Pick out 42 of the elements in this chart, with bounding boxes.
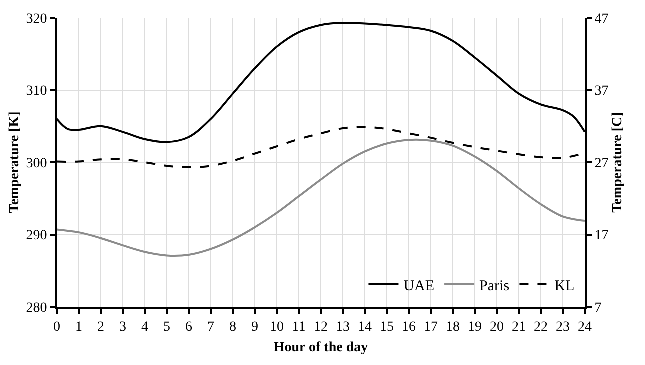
x-tick-label: 12 bbox=[314, 320, 328, 335]
x-tick-label: 6 bbox=[186, 320, 192, 335]
y2-tick-label: 17 bbox=[594, 228, 609, 244]
x-tick-label: 16 bbox=[402, 320, 416, 335]
x-tick-label: 17 bbox=[424, 320, 438, 335]
x-tick-label: 8 bbox=[230, 320, 236, 335]
x-tick-label: 7 bbox=[208, 320, 214, 335]
y-tick-label: 320 bbox=[26, 12, 48, 27]
x-tick-label: 10 bbox=[270, 320, 284, 335]
x-tick-label: 5 bbox=[164, 320, 170, 335]
y-axis-title: Temperature [K] bbox=[7, 112, 22, 214]
y2-axis-title: Temperature [C] bbox=[610, 112, 626, 213]
x-tick-label: 0 bbox=[54, 320, 60, 335]
x-axis-title: Hour of the day bbox=[274, 340, 368, 356]
y2-tick-label: 37 bbox=[594, 84, 609, 100]
x-tick-label: 22 bbox=[534, 320, 548, 335]
y2-tick-label: 47 bbox=[594, 12, 609, 27]
x-tick-label: 20 bbox=[490, 320, 504, 335]
x-tick-label: 9 bbox=[252, 320, 258, 335]
x-tick-label: 18 bbox=[446, 320, 460, 335]
y2-tick-label: 27 bbox=[594, 156, 609, 172]
x-tick-label: 23 bbox=[556, 320, 570, 335]
legend-label: Paris bbox=[480, 278, 510, 294]
x-tick-label: 21 bbox=[512, 320, 526, 335]
x-tick-label: 11 bbox=[292, 320, 306, 335]
line-series bbox=[57, 138, 585, 257]
x-tick-label: 14 bbox=[358, 320, 372, 335]
x-tick-label: 15 bbox=[380, 320, 394, 335]
y-tick-label: 300 bbox=[26, 156, 48, 172]
y-tick-label: 310 bbox=[26, 84, 48, 100]
legend-label: KL bbox=[554, 278, 575, 294]
x-tick-label: 13 bbox=[336, 320, 350, 335]
y-tick-label: 280 bbox=[26, 300, 48, 316]
y-tick-label: 290 bbox=[26, 228, 48, 244]
x-tick-label: 1 bbox=[76, 320, 82, 335]
y2-tick-label: 7 bbox=[594, 300, 602, 316]
x-tick-label: 2 bbox=[98, 320, 104, 335]
x-tick-label: 3 bbox=[120, 320, 126, 335]
legend-label: UAE bbox=[404, 278, 435, 294]
x-tick-label: 24 bbox=[578, 320, 592, 335]
x-tick-label: 19 bbox=[468, 320, 482, 335]
x-tick-label: 4 bbox=[142, 320, 148, 335]
